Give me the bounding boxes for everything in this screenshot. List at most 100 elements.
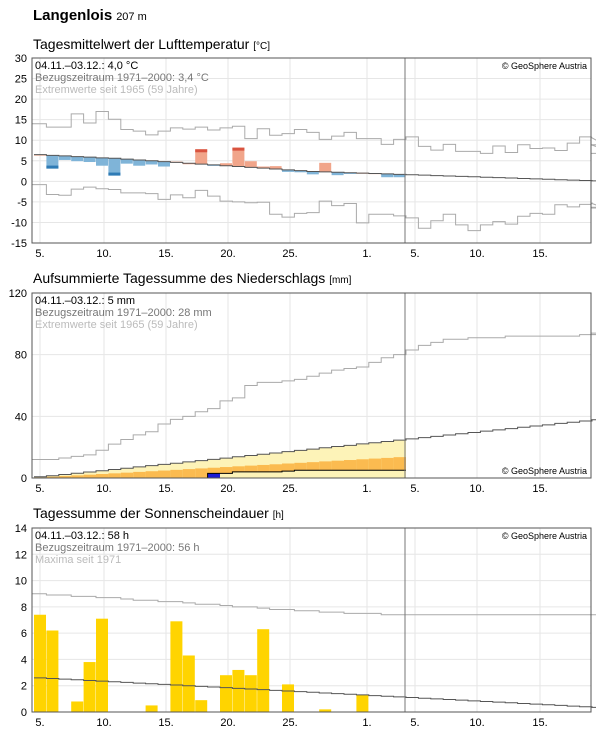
- precipitation-deficit-bar: [220, 467, 233, 474]
- sunshine-ytick-label: 14: [15, 523, 27, 535]
- temperature-bar: [232, 147, 245, 167]
- precipitation-deficit-bar: [381, 457, 394, 471]
- temperature-bar: [83, 157, 96, 163]
- precipitation-deficit-bar: [319, 461, 332, 471]
- temperature-bar: [257, 166, 270, 169]
- precipitation-deficit-bar: [120, 472, 134, 478]
- precipitation-excess-bar: [207, 473, 220, 478]
- temperature-bar: [393, 174, 406, 178]
- temperature-ytick-label: 20: [15, 94, 27, 106]
- precipitation-deficit-bar: [71, 475, 84, 478]
- temperature-xtick-label: 15.: [158, 248, 173, 260]
- temperature-bar-cap: [232, 147, 245, 151]
- temperature-plot-frame: [31, 57, 592, 244]
- precipitation-deficit-bar: [356, 459, 369, 471]
- sunshine-xtick-label: 10.: [469, 717, 484, 729]
- precipitation-unit: [mm]: [329, 275, 352, 286]
- sunshine-ytick-label: 4: [21, 654, 27, 666]
- sunshine-plot-frame: [31, 527, 592, 713]
- temperature-bar: [71, 156, 84, 162]
- sunshine-ytick-label: 12: [15, 549, 27, 561]
- sunshine-xtick-label: 1.: [362, 717, 371, 729]
- temperature-bar: [269, 166, 282, 169]
- temperature-bar: [108, 158, 121, 176]
- precipitation-xtick-label: 15.: [158, 483, 173, 495]
- temperature-legend-normal: Bezugszeitraum 1971–2000: 3,4 °C: [35, 72, 209, 84]
- sunshine-unit: [h]: [272, 510, 284, 521]
- temperature-bar: [282, 169, 294, 172]
- temperature-bar-cap: [108, 172, 121, 176]
- temperature-legend-extremes: Extremwerte seit 1965 (59 Jahre): [35, 84, 198, 96]
- temperature-xtick-label: 10.: [96, 248, 111, 260]
- precipitation-deficit-bar: [96, 474, 109, 478]
- sunshine-bar: [46, 630, 59, 712]
- temperature-bar-cap: [195, 149, 208, 153]
- station-name: Langenlois: [33, 7, 113, 24]
- temperature-copyright: © GeoSphere Austria: [502, 61, 587, 71]
- sunshine-max-extreme-line: [32, 593, 596, 616]
- precipitation-xtick-label: 10.: [469, 483, 484, 495]
- temperature-ytick-label: 30: [15, 53, 27, 65]
- precipitation-deficit-bar: [133, 471, 146, 478]
- temperature-ytick-label: -5: [17, 197, 27, 209]
- precipitation-deficit-bar: [368, 458, 382, 471]
- temperature-ytick-label: 0: [21, 176, 27, 188]
- precipitation-deficit-bar: [182, 469, 196, 478]
- temperature-chart: -15 -10 -5 0 5 10 15 20 25 30 5. 10. 15. 20. 25. 1. 5. 10…: [11, 53, 596, 260]
- temperature-bar-cap: [46, 165, 59, 169]
- precipitation-xtick-label: 25.: [282, 483, 297, 495]
- precipitation-xtick-label: 10.: [96, 483, 111, 495]
- precipitation-legend-normal: Bezugszeitraum 1971–2000: 28 mm: [35, 307, 212, 319]
- sunshine-bar: [170, 621, 183, 712]
- precipitation-deficit-bar: [195, 468, 208, 478]
- precipitation-ytick-label: 120: [9, 288, 27, 300]
- sunshine-normal-line: [34, 677, 596, 708]
- temperature-ytick-label: 25: [15, 74, 27, 86]
- temperature-normal-line: [34, 154, 596, 182]
- sunshine-bar: [356, 694, 369, 712]
- station-header: Langenlois 207 m: [33, 7, 147, 24]
- sunshine-ytick-label: 8: [21, 602, 27, 614]
- temperature-bar: [46, 155, 59, 169]
- temperature-bar: [294, 170, 307, 173]
- precipitation-legend-extremes: Extremwerte seit 1965 (59 Jahre): [35, 319, 198, 331]
- sunshine-legend-extremes: Maxima seit 1971: [35, 554, 121, 566]
- temperature-min-extreme-line: [32, 184, 596, 232]
- sunshine-bar: [96, 618, 108, 712]
- sunshine-bar: [257, 629, 270, 712]
- precipitation-deficit-bar: [83, 474, 96, 478]
- precipitation-title: Aufsummierte Tagessumme des Niederschlag…: [33, 270, 351, 286]
- temperature-ytick-label: 15: [15, 115, 27, 127]
- sunshine-bar: [319, 709, 332, 712]
- precipitation-title-text: Aufsummierte Tagessumme des Niederschlag…: [33, 270, 326, 286]
- precipitation-xtick-label: 5.: [35, 483, 44, 495]
- temperature-xtick-label: 25.: [282, 248, 297, 260]
- sunshine-ytick-label: 0: [21, 707, 27, 719]
- temperature-ytick-label: -10: [11, 217, 27, 229]
- temperature-title-text: Tagesmittelwert der Lufttemperatur: [33, 36, 250, 52]
- temperature-xtick-label: 1.: [362, 248, 371, 260]
- precipitation-plot-frame: [31, 292, 592, 479]
- temperature-max-extreme-line: [32, 110, 596, 154]
- sunshine-ytick-label: 10: [15, 576, 27, 588]
- precipitation-xtick-label: 15.: [532, 483, 547, 495]
- sunshine-ytick-label: 6: [21, 628, 27, 640]
- station-altitude: 207 m: [116, 11, 147, 23]
- temperature-bar: [195, 149, 208, 165]
- precipitation-deficit-bar: [145, 471, 158, 478]
- precipitation-deficit-bar: [232, 466, 245, 472]
- temperature-xtick-label: 20.: [220, 248, 235, 260]
- sunshine-title-text: Tagessumme der Sonnenscheindauer: [33, 505, 269, 521]
- precipitation-deficit-bar: [207, 467, 220, 474]
- precipitation-deficit-bar: [294, 462, 307, 471]
- precipitation-xtick-label: 5.: [410, 483, 419, 495]
- temperature-bar: [96, 157, 108, 166]
- sunshine-bar: [244, 675, 257, 712]
- sunshine-xtick-label: 15.: [532, 717, 547, 729]
- sunshine-bar: [145, 705, 158, 712]
- sunshine-xtick-label: 10.: [96, 717, 111, 729]
- sunshine-copyright: © GeoSphere Austria: [502, 531, 587, 541]
- temperature-bar: [145, 160, 158, 165]
- sunshine-xtick-label: 5.: [410, 717, 419, 729]
